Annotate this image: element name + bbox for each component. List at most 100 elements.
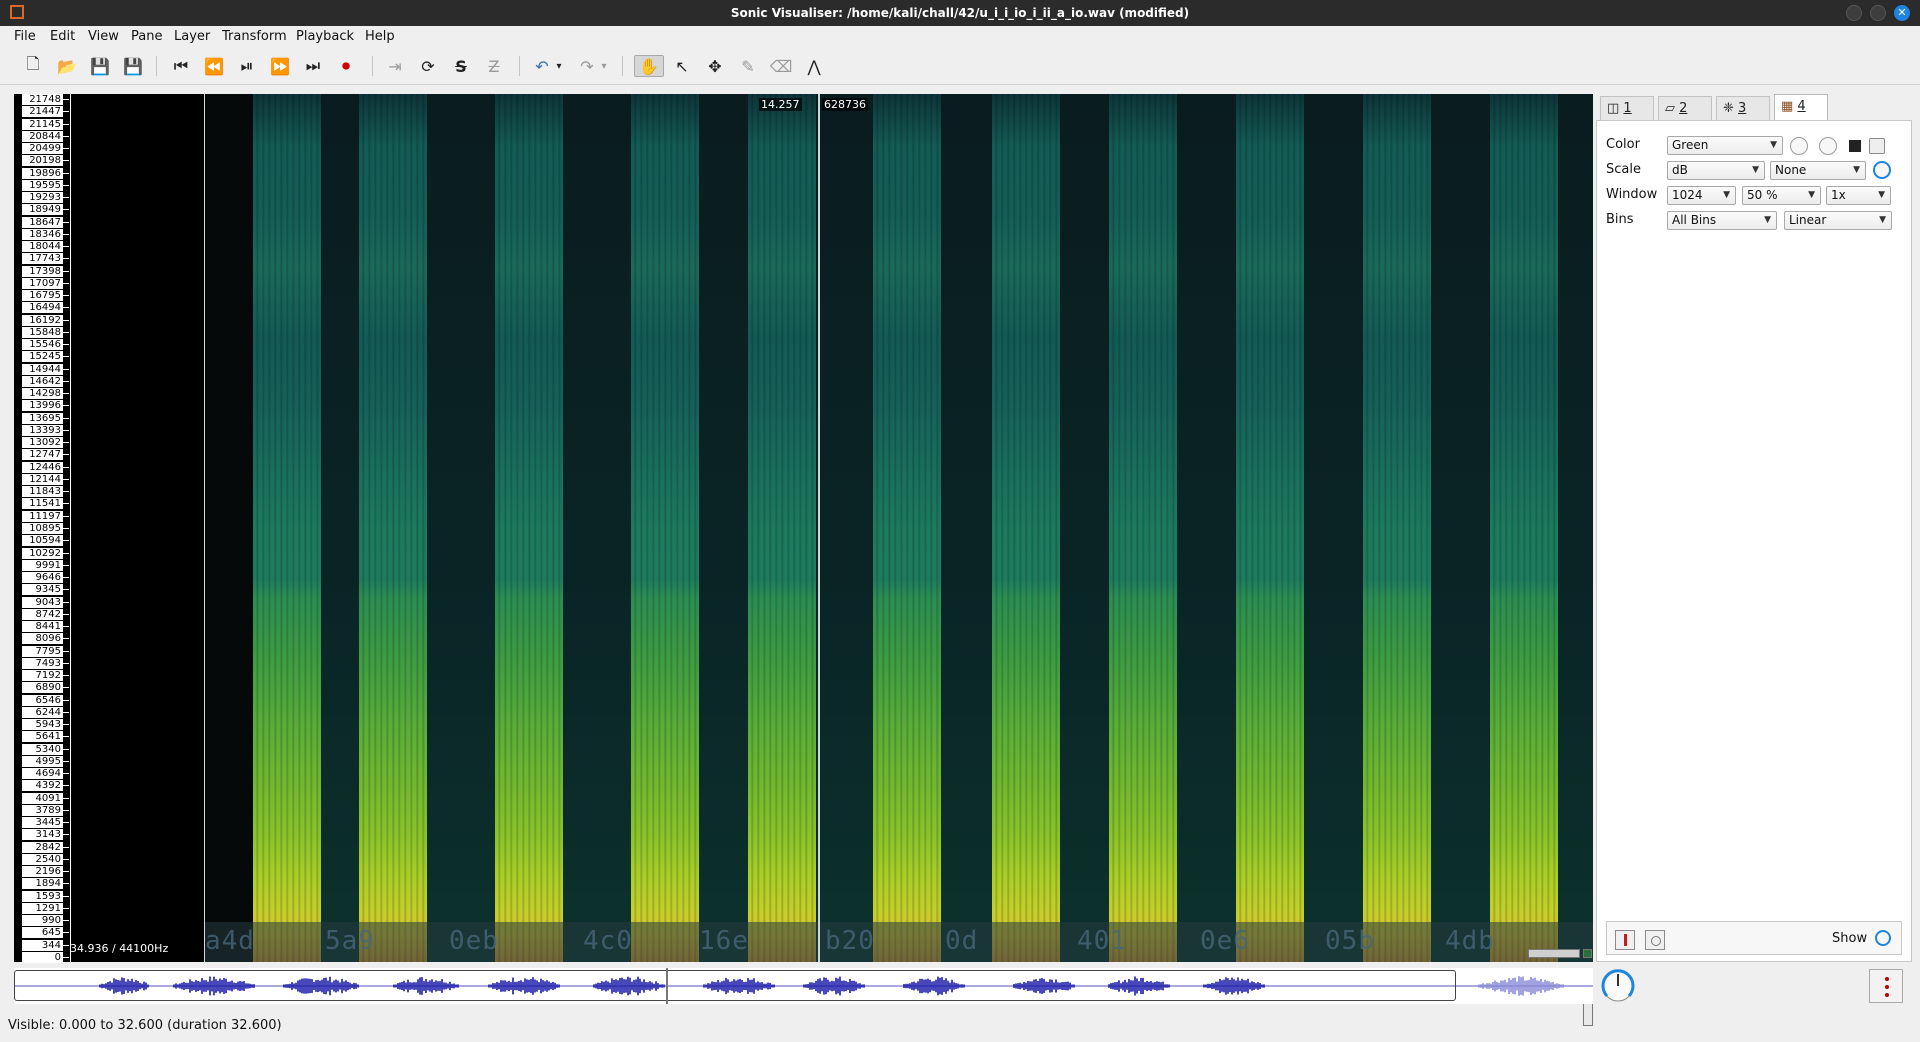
frequency-tick: [63, 491, 69, 492]
layer-color-button[interactable]: [1615, 930, 1635, 950]
zoom-reset-button[interactable]: [1583, 949, 1592, 958]
erase-tool-icon[interactable]: ⌫: [769, 56, 793, 76]
record-icon[interactable]: ⏺: [341, 56, 350, 75]
tab-pane[interactable]: ◫ 1: [1600, 96, 1654, 120]
measure-tool-icon[interactable]: ⋀: [807, 56, 821, 76]
rewind-start-icon[interactable]: ⏮: [173, 56, 189, 75]
maximize-button[interactable]: [1870, 5, 1886, 21]
spectrogram-burst: [873, 94, 941, 962]
tab-spectrogram[interactable]: ▦ 4: [1774, 94, 1828, 120]
redo-icon[interactable]: ↷: [580, 56, 594, 76]
save-icon[interactable]: 💾: [90, 56, 110, 76]
normalize-select[interactable]: None ▼: [1770, 161, 1866, 180]
frequency-tick: [63, 332, 69, 333]
threshold-button[interactable]: [1869, 138, 1885, 154]
new-file-icon[interactable]: 🗋: [26, 53, 40, 73]
menu-transform[interactable]: Transform: [222, 29, 287, 44]
navigate-tool-icon[interactable]: ✋: [634, 55, 664, 77]
scale-edge: [70, 94, 71, 962]
color-rotation-knob[interactable]: [1790, 137, 1808, 155]
frequency-tick-label: 17398: [22, 266, 63, 277]
select-tool-icon[interactable]: ↖: [675, 56, 689, 76]
overview-playhead: [666, 968, 668, 1004]
frequency-tick-label: 11843: [22, 486, 63, 497]
playback-speed-icon[interactable]: Z: [488, 56, 500, 76]
frequency-tick: [63, 467, 69, 468]
frequency-tick-label: 0: [22, 952, 63, 963]
strip-text: 0d: [945, 926, 979, 956]
open-file-icon[interactable]: 📂: [57, 56, 77, 76]
frequency-tick: [63, 516, 69, 517]
fast-forward-icon[interactable]: ⏩: [270, 56, 290, 76]
toolbar-separator: [519, 56, 520, 76]
menu-help[interactable]: Help: [365, 29, 395, 44]
loop-icon[interactable]: ⟳: [421, 56, 435, 76]
fast-forward-end-icon[interactable]: ⏭: [305, 56, 321, 75]
move-tool-icon[interactable]: ✥: [708, 56, 722, 76]
frequency-tick-label: 21447: [22, 106, 63, 117]
frequency-tick: [63, 602, 69, 603]
playhead[interactable]: [818, 94, 820, 962]
play-pause-icon[interactable]: ⏯: [240, 56, 254, 75]
spectrogram-quiet-region: [1177, 94, 1236, 962]
frequency-tick-label: 10594: [22, 535, 63, 546]
window-size-select[interactable]: 1024 ▼: [1667, 186, 1736, 205]
menu-layer[interactable]: Layer: [174, 29, 211, 44]
overview-visible-region[interactable]: [14, 970, 1456, 1001]
oversampling-select[interactable]: 1x ▼: [1826, 186, 1891, 205]
scale-select[interactable]: dB ▼: [1667, 161, 1765, 180]
spectrogram-burst: [631, 94, 699, 962]
constrain-playback-icon[interactable]: ⇥: [388, 56, 402, 76]
frequency-tick-label: 9991: [22, 560, 63, 571]
menu-pane[interactable]: Pane: [131, 29, 163, 44]
frequency-tick: [63, 369, 69, 370]
frequency-tick: [63, 111, 69, 112]
undo-icon[interactable]: ↶: [535, 56, 549, 76]
spectrogram-pane[interactable]: 21748 21447 21145 20844 20499 20198 19896 19595…: [14, 94, 1593, 1026]
volume-knob[interactable]: [1601, 969, 1635, 1003]
close-button[interactable]: ✕: [1894, 5, 1910, 21]
gain-knob[interactable]: [1873, 161, 1891, 179]
frequency-tick-label: 8441: [22, 621, 63, 632]
overview-waveform[interactable]: [14, 968, 1593, 1004]
menu-edit[interactable]: Edit: [50, 29, 76, 44]
frequency-tick-label: 12747: [22, 449, 63, 460]
menu-view[interactable]: View: [88, 29, 119, 44]
color-select[interactable]: Green ▼: [1667, 136, 1783, 155]
contrast-knob[interactable]: [1819, 137, 1837, 155]
draw-tool-icon[interactable]: ✎: [741, 56, 755, 76]
frequency-tick: [63, 810, 69, 811]
tab-spectrum[interactable]: ❈ 3: [1716, 96, 1770, 120]
invert-colors-button[interactable]: [1849, 140, 1861, 152]
playhead-frame-label: 628736: [822, 98, 868, 111]
menu-file[interactable]: File: [14, 29, 36, 44]
frequency-tick: [63, 160, 69, 161]
pane-menu-button[interactable]: [1869, 969, 1903, 1003]
pre-start-area: [72, 94, 204, 962]
frequency-tick-label: 1291: [22, 903, 63, 914]
play-parameters-button[interactable]: [1645, 930, 1665, 950]
save-as-icon[interactable]: 💾: [123, 56, 143, 76]
spectrogram-view[interactable]: a4d 5a9 0eb 4c0 16e b20 0d 401 0e6 05b 4db: [205, 94, 1593, 962]
waveform-layer-icon: ⏥: [1665, 101, 1680, 116]
frequency-tick-label: 990: [22, 915, 63, 926]
show-layer-toggle[interactable]: [1875, 930, 1891, 946]
rewind-icon[interactable]: ⏪: [204, 56, 224, 76]
frequency-tick: [63, 234, 69, 235]
frequency-tick: [63, 381, 69, 382]
horizontal-zoom-control[interactable]: [1528, 949, 1580, 958]
window-overlap-select[interactable]: 50 % ▼: [1742, 186, 1821, 205]
undo-dropdown-icon[interactable]: ▾: [556, 60, 562, 72]
minimize-button[interactable]: [1846, 5, 1862, 21]
menu-playback[interactable]: Playback: [296, 29, 355, 44]
tab-waveform[interactable]: ⏥ 2: [1658, 96, 1712, 120]
frequency-tick: [63, 896, 69, 897]
bin-scale-select[interactable]: Linear ▼: [1784, 211, 1892, 230]
bins-select[interactable]: All Bins ▼: [1667, 211, 1777, 230]
solo-icon[interactable]: S: [455, 56, 467, 76]
frequency-tick-label: 2540: [22, 854, 63, 865]
frequency-tick: [63, 638, 69, 639]
frequency-tick-label: 20499: [22, 143, 63, 154]
redo-dropdown-icon[interactable]: ▾: [601, 60, 607, 72]
frequency-tick: [63, 442, 69, 443]
